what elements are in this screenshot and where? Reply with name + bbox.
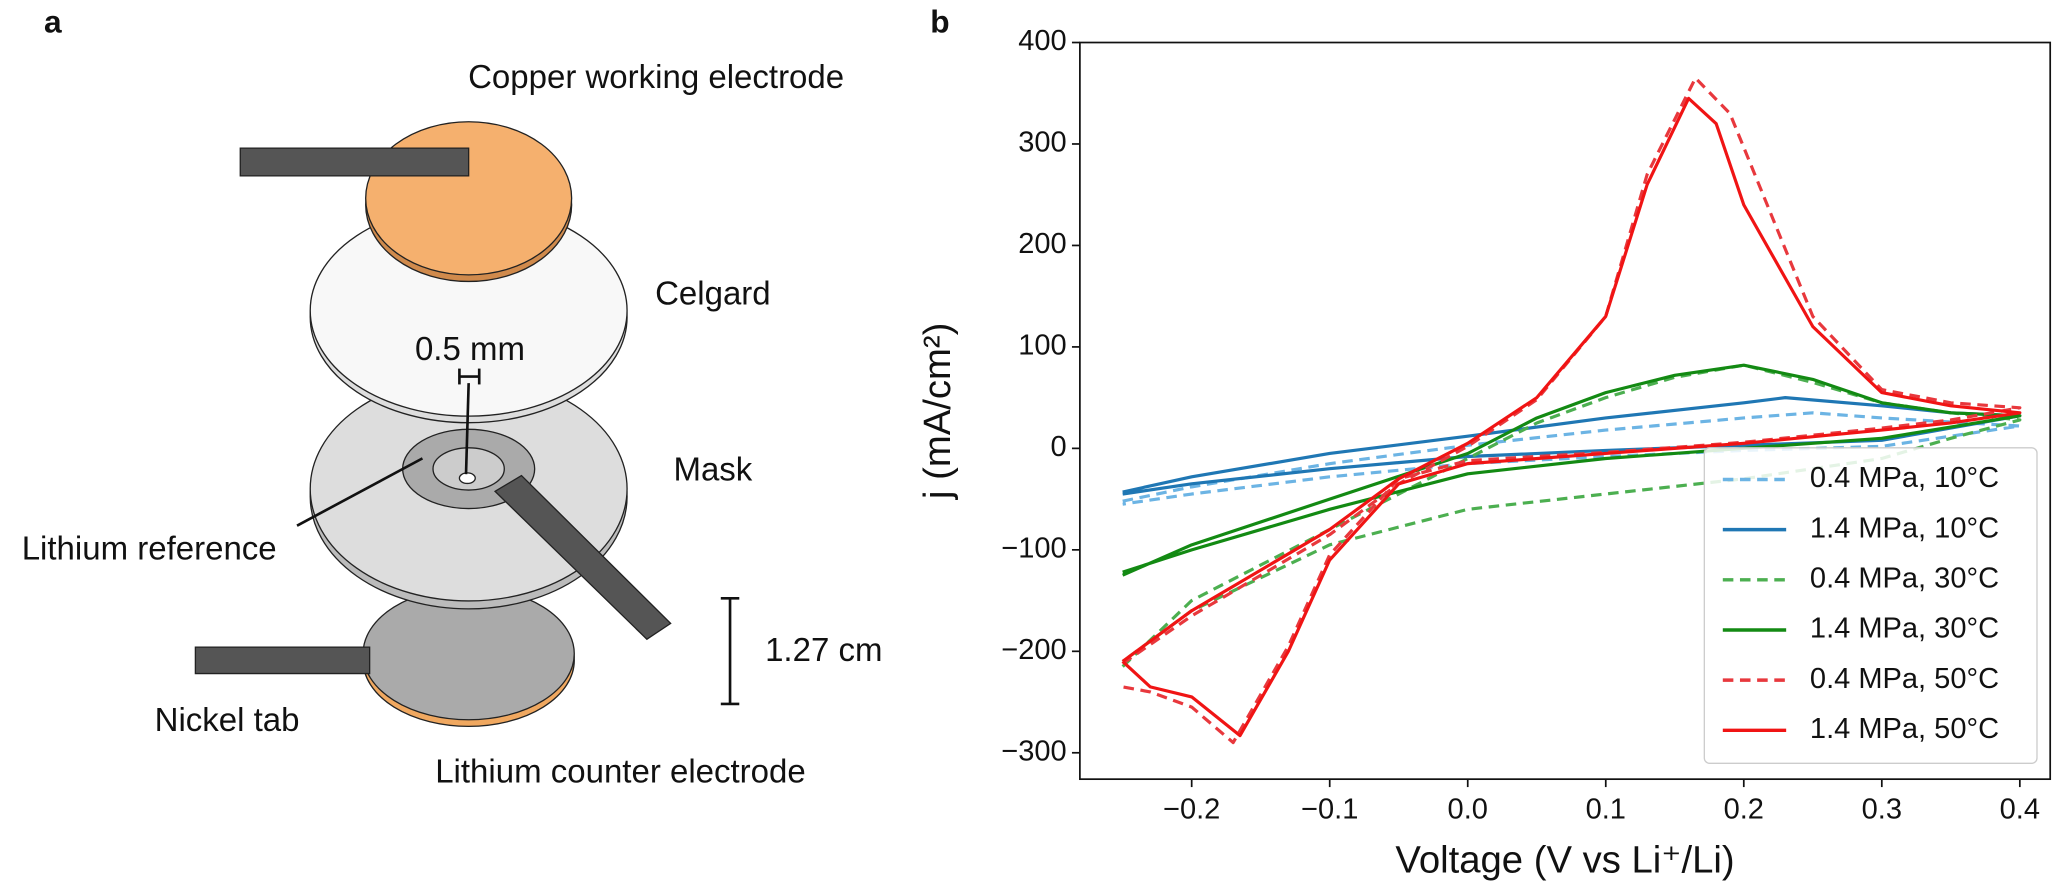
x-tick-label: −0.2 xyxy=(1163,794,1220,826)
data-line xyxy=(1121,96,2022,738)
label: Lithium reference xyxy=(22,529,277,566)
annotation-lines xyxy=(296,368,740,706)
x-tick-label: 0.1 xyxy=(1586,794,1626,826)
y-tick-label: 300 xyxy=(1018,127,1066,159)
legend-label: 1.4 MPa, 50°C xyxy=(1810,713,1999,745)
plot-frame xyxy=(1079,41,2052,781)
label: Nickel tab xyxy=(155,701,300,738)
panel-label: a xyxy=(44,3,62,39)
legend-label: 0.4 MPa, 30°C xyxy=(1810,562,1999,594)
panel-a: a Copper working electrode Celgard 0.5 m… xyxy=(22,3,883,789)
y-tick-label: 100 xyxy=(1018,330,1066,362)
nickel-tab xyxy=(194,646,371,675)
x-tick-label: −0.1 xyxy=(1301,794,1358,826)
copper-tab xyxy=(239,147,470,177)
data-line xyxy=(1122,363,2022,577)
legend-label: 1.4 MPa, 10°C xyxy=(1810,512,1999,544)
legend-label: 1.4 MPa, 30°C xyxy=(1810,613,1999,645)
x-tick-label: 0.4 xyxy=(2000,794,2040,826)
legend-box xyxy=(1703,447,2038,764)
y-tick-label: −100 xyxy=(1001,533,1066,565)
y-tick-label: −300 xyxy=(1001,735,1066,767)
label: Copper working electrode xyxy=(468,58,844,95)
label: Celgard xyxy=(655,275,771,312)
panel-label: b xyxy=(930,3,949,39)
label: Mask xyxy=(673,450,752,487)
x-tick-label: 0.3 xyxy=(1862,794,1902,826)
y-tick-label: 400 xyxy=(1018,25,1066,57)
label: 0.5 mm xyxy=(415,330,525,367)
y-tick-label: 200 xyxy=(1018,228,1066,260)
legend-label: 0.4 MPa, 10°C xyxy=(1810,462,1999,494)
data-line xyxy=(1121,76,2022,745)
y-tick-label: −200 xyxy=(1001,634,1066,666)
hole xyxy=(458,472,476,485)
data-line xyxy=(1122,411,2022,506)
y-tick-label: 0 xyxy=(1051,431,1067,463)
copper-disk xyxy=(365,121,573,276)
x-tick-label: 0.0 xyxy=(1448,794,1488,826)
legend-label: 0.4 MPa, 50°C xyxy=(1810,663,1999,695)
reference-tab xyxy=(493,474,672,641)
y-axis-label: j (mA/cm²) xyxy=(916,323,959,500)
x-tick-label: 0.2 xyxy=(1724,794,1764,826)
panel-b: b −0.2 −0.1 0.0 0.1 0.2 0.3 0.4 −300 −200 −100 0 10… xyxy=(916,3,2052,881)
label: Lithium counter electrode xyxy=(435,753,806,790)
x-axis-label: Voltage (V vs Li⁺/Li) xyxy=(1395,838,1734,881)
label: 1.27 cm xyxy=(765,631,882,668)
reference-ring xyxy=(432,447,505,491)
